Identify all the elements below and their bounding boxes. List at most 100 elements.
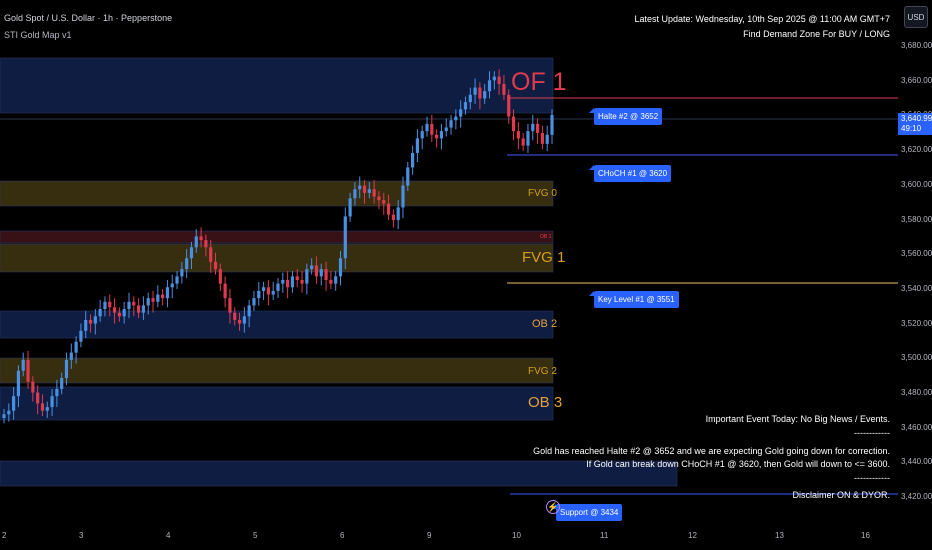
key-level-label[interactable]: Key Level #1 @ 3551 <box>589 291 679 308</box>
candle-body <box>550 114 554 135</box>
candle-body <box>156 294 160 302</box>
candle-body <box>497 76 501 84</box>
candle-body <box>492 76 496 81</box>
candle-body <box>305 269 309 284</box>
candle-body <box>261 287 266 291</box>
candle-body <box>348 198 352 217</box>
candle-body <box>50 396 54 408</box>
zone-label-fvg1: FVG 1 <box>522 249 566 266</box>
candle-body <box>189 247 194 259</box>
candle-body <box>425 123 429 132</box>
candle-body <box>204 240 208 248</box>
price-tick-label: 3,580.00 <box>901 214 932 224</box>
candle-body <box>26 359 30 382</box>
lightning-icon[interactable]: ⚡ <box>546 500 560 514</box>
candle-body <box>329 280 333 284</box>
note-divider-2: ------------ <box>854 473 890 483</box>
candle-body <box>377 196 381 201</box>
candle-body <box>98 309 102 317</box>
candle-body <box>36 392 40 404</box>
price-tick-label: 3,480.00 <box>901 388 932 397</box>
candle-body <box>300 280 304 284</box>
candle-body <box>257 290 261 299</box>
zone-label-fvg2: FVG 2 <box>528 366 557 377</box>
candle-body <box>454 116 458 121</box>
candle-body <box>16 370 21 397</box>
candle-body <box>103 301 107 310</box>
candle-body <box>353 189 357 199</box>
halte-level-label[interactable]: Halte #2 @ 3652 <box>588 108 663 125</box>
candle-body <box>343 216 347 259</box>
event-note: Important Event Today: No Big News / Eve… <box>705 414 890 424</box>
candle-body <box>511 116 516 132</box>
candle-body <box>382 200 386 204</box>
candle-body <box>295 276 299 280</box>
candle-body <box>218 269 222 284</box>
candle-body <box>242 316 246 324</box>
time-tick-label: 10 <box>512 531 521 540</box>
time-tick-label: 16 <box>861 531 870 540</box>
candle-body <box>88 319 93 324</box>
currency-button[interactable]: USD <box>904 6 928 28</box>
candle-body <box>396 207 400 221</box>
candle-body <box>271 290 275 295</box>
price-tick-label: 3,440.00 <box>901 457 932 467</box>
candle-body <box>415 138 420 153</box>
candle-body <box>483 91 487 99</box>
zone-label-ob3: OB 3 <box>528 394 563 411</box>
candle-body <box>60 378 64 389</box>
candle-body <box>21 359 25 371</box>
zone-support <box>0 460 678 487</box>
candle-body <box>545 134 549 144</box>
price-tick-label: 3,680.00 <box>901 41 932 50</box>
time-tick-label: 9 <box>427 531 432 540</box>
candle-body <box>502 83 506 95</box>
candle-body <box>31 381 35 393</box>
candle-body <box>338 258 343 277</box>
candle-body <box>213 261 218 270</box>
candle-body <box>93 316 97 324</box>
candle-body <box>108 301 112 308</box>
price-tick-label: 3,520.00 <box>901 318 932 328</box>
candle-body <box>7 410 11 415</box>
candle-body <box>151 298 155 302</box>
analysis-note-2: If Gold can break down CHoCH #1 @ 3620, … <box>586 459 890 469</box>
candle-body <box>290 276 295 288</box>
candle-body <box>444 127 448 132</box>
note-divider-1: ------------ <box>854 428 890 438</box>
price-tick-label: 3,600.00 <box>901 179 932 189</box>
candle-body <box>439 131 444 139</box>
choch-level-label[interactable]: CHoCH #1 @ 3620 <box>588 165 672 182</box>
zone-label-ob2: OB 2 <box>532 318 558 330</box>
zone-fvg0 <box>0 180 554 207</box>
candle-body <box>310 265 314 270</box>
candle-body <box>194 236 198 248</box>
candle-body <box>2 414 6 418</box>
candle-body <box>358 185 362 190</box>
candle-body <box>362 185 367 193</box>
candle-body <box>314 265 319 277</box>
candle-body <box>209 247 213 262</box>
zone-ob2 <box>0 310 554 339</box>
zone-fvg1 <box>0 243 554 273</box>
candle-body <box>247 305 251 317</box>
candle-body <box>319 269 323 277</box>
candle-body <box>228 298 232 313</box>
candle-body <box>410 152 415 168</box>
candle-body <box>252 298 256 306</box>
zone-label-fvg0: FVG 0 <box>528 188 557 199</box>
candle-body <box>526 131 530 146</box>
disclaimer-note: Disclaimer ON & DYOR. <box>792 490 890 500</box>
candle-body <box>507 94 511 117</box>
price-tick-label: 3,540.00 <box>901 283 932 293</box>
candle-body <box>233 312 237 320</box>
support-level-label[interactable]: Support @ 3434 <box>550 504 623 521</box>
time-tick-label: 5 <box>253 531 258 540</box>
candle-body <box>391 214 395 221</box>
candle-body <box>334 276 338 284</box>
candle-body <box>122 309 126 317</box>
candle-body <box>84 319 88 331</box>
symbol-title: Gold Spot / U.S. Dollar · 1h · Peppersto… <box>4 13 173 23</box>
